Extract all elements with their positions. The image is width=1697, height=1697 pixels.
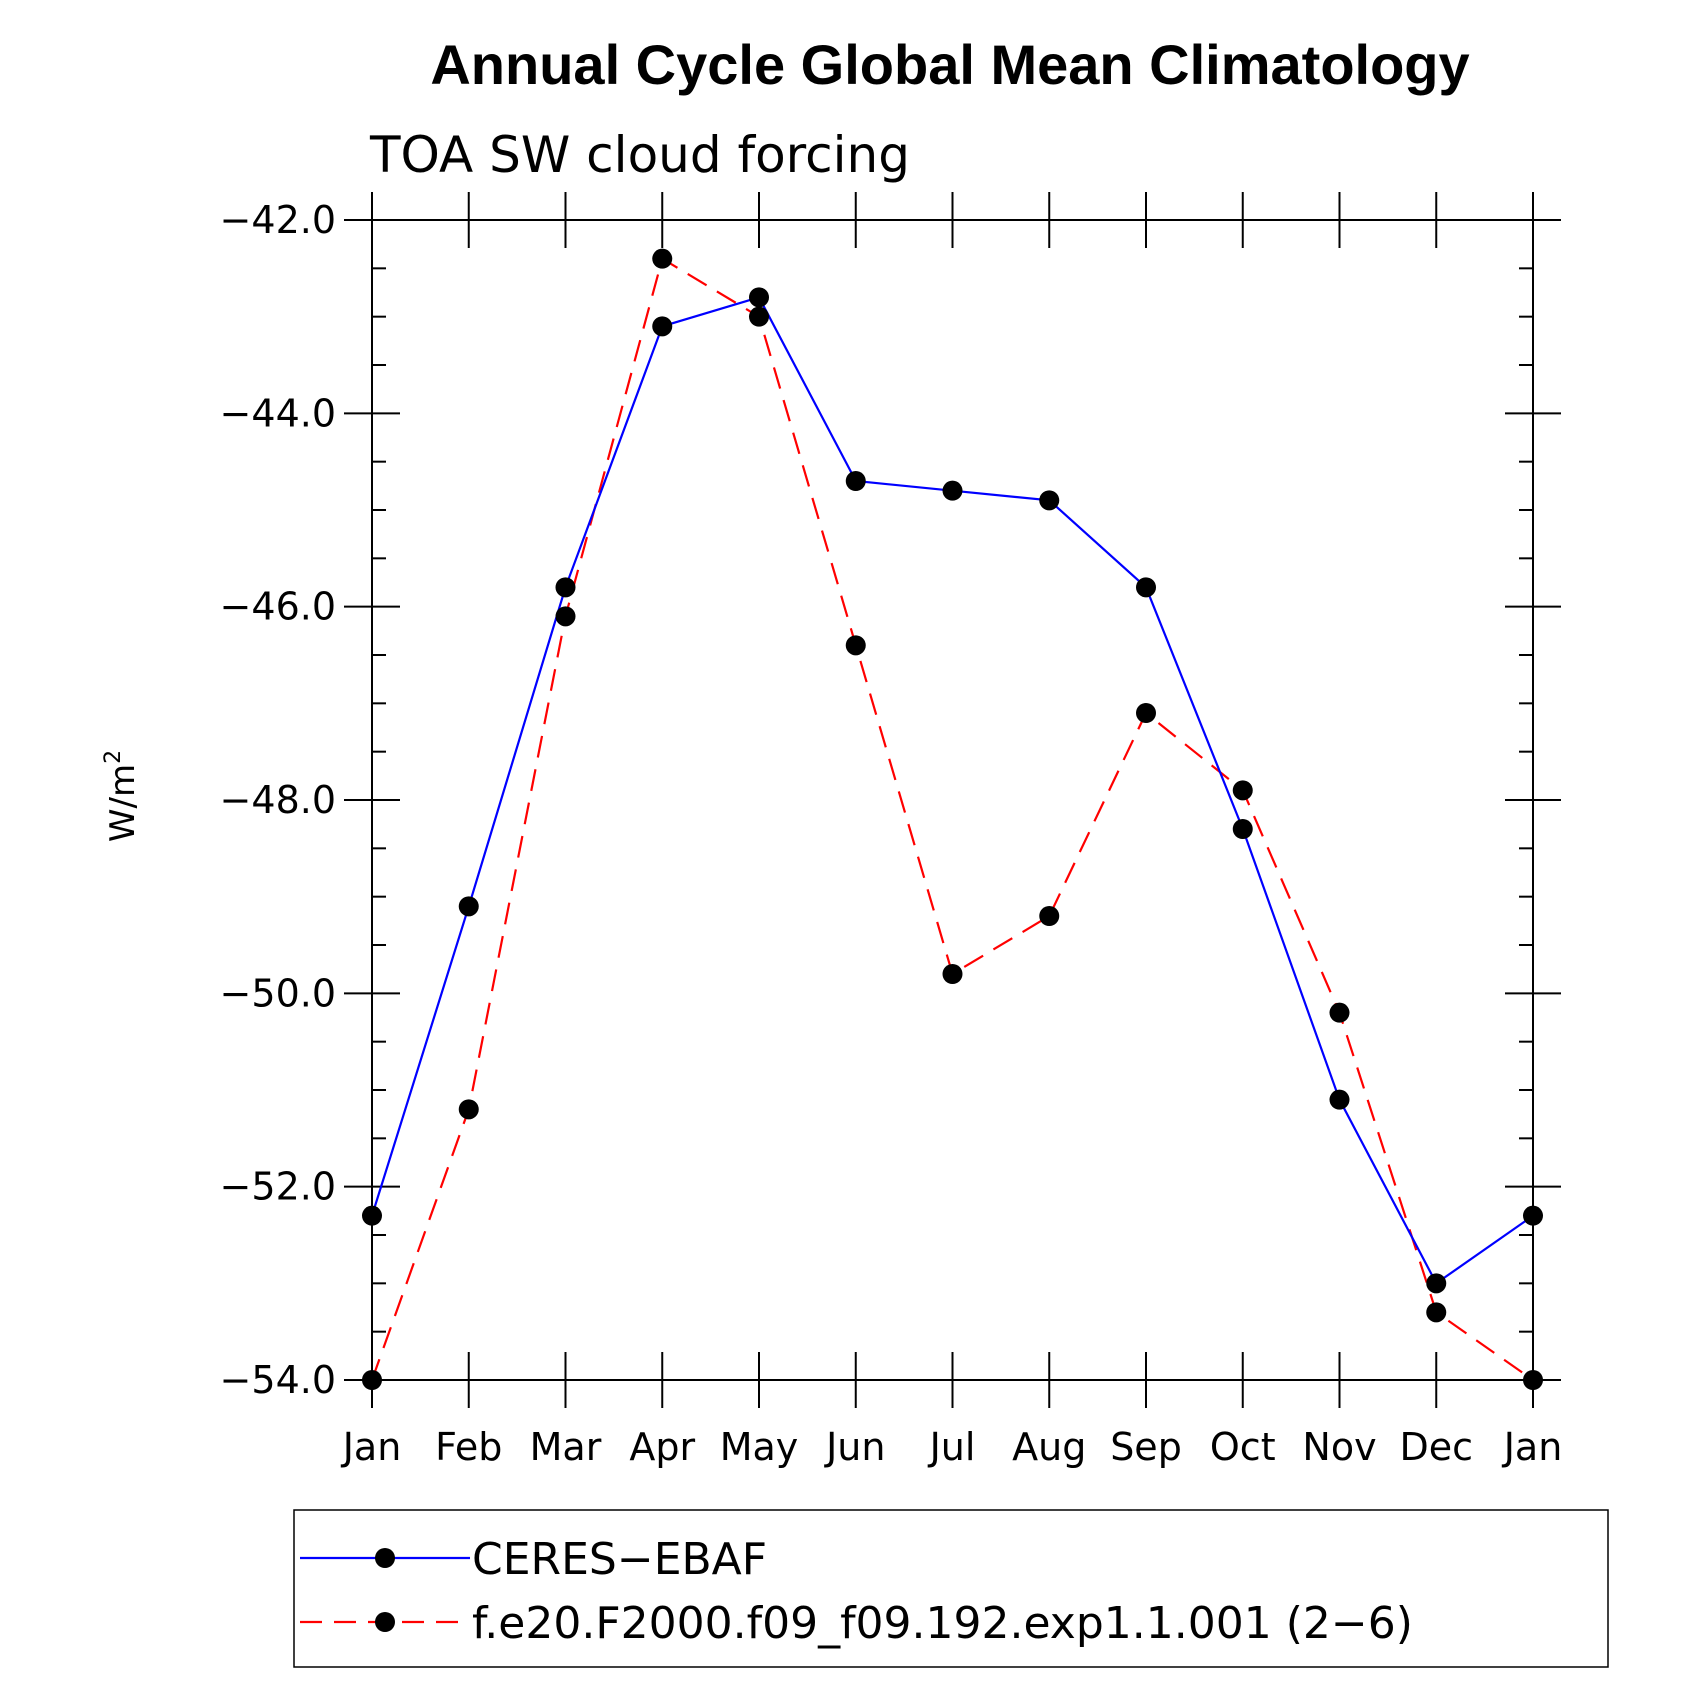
series-line-0 [370, 295, 1534, 1285]
data-point-series-1 [555, 606, 576, 627]
x-tick-label: Apr [629, 1425, 695, 1469]
chart-title: Annual Cycle Global Mean Climatology [430, 33, 1469, 96]
legend-label-0: CERES−EBAF [472, 1534, 767, 1585]
y-tick-label: −52.0 [220, 1165, 336, 1209]
series-layer [362, 248, 1543, 1390]
data-point-series-1 [1232, 780, 1253, 801]
y-axis-label-text: W/m [103, 764, 143, 842]
data-point-series-1 [1426, 1302, 1447, 1323]
x-tick-label: Jun [824, 1425, 885, 1469]
x-tick-label: May [720, 1425, 799, 1469]
series-line-1 [370, 257, 1534, 1381]
x-tick-label: Nov [1302, 1425, 1376, 1469]
x-tick-label: Jan [1502, 1425, 1563, 1469]
plot-frame [371, 219, 1534, 1381]
data-point-series-0 [1232, 819, 1253, 839]
legend-label-1: f.e20.F2000.f09_f09.192.exp1.1.001 (2−6) [472, 1598, 1413, 1649]
data-point-series-0 [845, 471, 866, 491]
data-point-series-0 [1426, 1273, 1447, 1294]
data-point-series-0 [362, 1205, 382, 1226]
data-point-series-1 [1039, 906, 1060, 926]
data-point-series-0 [1523, 1205, 1543, 1226]
data-point-series-0 [555, 577, 576, 598]
x-tick-label: Oct [1210, 1425, 1276, 1469]
chart-subtitle: TOA SW cloud forcing [369, 126, 910, 184]
y-tick-label: −54.0 [220, 1358, 336, 1402]
y-axis-label: W/m2 [101, 750, 143, 842]
data-point-series-1 [362, 1370, 382, 1390]
legend-marker-0 [375, 1548, 395, 1568]
y-tick-label: −46.0 [220, 585, 336, 629]
x-tick-label: Sep [1110, 1425, 1182, 1469]
y-tick-label: −50.0 [220, 971, 336, 1015]
y-axis-label-superscript: 2 [101, 750, 126, 764]
y-tick-label: −44.0 [220, 391, 336, 435]
data-point-series-1 [845, 635, 866, 656]
legend-marker-1 [375, 1612, 395, 1632]
x-tick-label: Dec [1399, 1425, 1473, 1469]
data-point-series-0 [1039, 490, 1060, 511]
x-tick-label: Jan [341, 1425, 402, 1469]
data-point-series-1 [749, 306, 769, 327]
x-tick-label: Mar [530, 1425, 602, 1469]
legend: CERES−EBAF f.e20.F2000.f09_f09.192.exp1.1… [293, 1509, 1609, 1668]
data-point-series-0 [1329, 1089, 1350, 1110]
data-point-series-1 [1523, 1370, 1543, 1390]
data-point-series-1 [942, 964, 963, 984]
data-point-series-0 [749, 287, 769, 308]
y-tick-label: −42.0 [220, 198, 336, 242]
legend-box [293, 1509, 1609, 1668]
data-point-series-0 [458, 896, 479, 917]
data-point-series-0 [652, 316, 673, 337]
x-tick-label: Aug [1012, 1425, 1086, 1469]
x-tick-label: Feb [435, 1425, 502, 1469]
data-point-series-1 [458, 1099, 479, 1120]
data-point-series-1 [652, 248, 673, 269]
data-point-series-0 [942, 480, 963, 501]
y-tick-label: −48.0 [220, 778, 336, 822]
x-tick-label: Jul [928, 1425, 976, 1469]
data-point-series-1 [1136, 703, 1156, 723]
data-point-series-1 [1329, 1002, 1350, 1023]
data-point-series-0 [1136, 577, 1156, 598]
svg-text:W/m2: W/m2 [101, 750, 143, 842]
